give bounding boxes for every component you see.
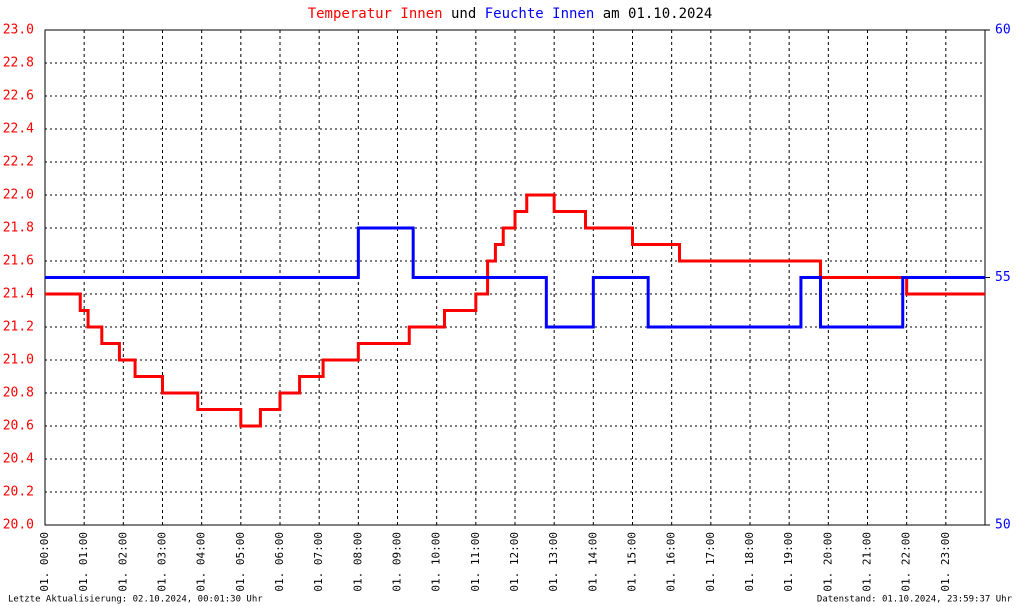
y-tick-label: 22.4	[3, 122, 34, 137]
x-tick-label: 01. 16:00	[665, 532, 678, 592]
x-tick-label: 01. 10:00	[430, 532, 443, 592]
x-tick-label: 01. 13:00	[547, 532, 560, 592]
chart-title: Temperatur Innen und Feuchte Innen am 01…	[308, 6, 713, 22]
x-tick-label: 01. 12:00	[508, 532, 521, 592]
x-tick-label: 01. 04:00	[195, 532, 208, 592]
y-tick-label: 20.4	[3, 452, 34, 467]
y-tick-label: 22.8	[3, 56, 34, 71]
y2-tick-label: 50	[995, 518, 1011, 533]
x-tick-label: 01. 14:00	[586, 532, 599, 592]
y-tick-label: 20.6	[3, 419, 34, 434]
x-tick-label: 01. 20:00	[821, 532, 834, 592]
x-tick-label: 01. 03:00	[156, 532, 169, 592]
x-tick-label: 01. 08:00	[351, 532, 364, 592]
x-tick-label: 01. 23:00	[939, 532, 952, 592]
x-tick-label: 01. 09:00	[391, 532, 404, 592]
x-tick-label: 01. 00:00	[38, 532, 51, 592]
line-series	[45, 193, 985, 428]
y-tick-label: 23.0	[3, 23, 34, 38]
x-tick-label: 01. 17:00	[704, 532, 717, 592]
legend-entry: Feuchte Innen	[485, 6, 595, 22]
x-tick-label: 01. 02:00	[116, 532, 129, 592]
y-tick-label: 21.2	[3, 320, 34, 335]
y-tick-label: 22.2	[3, 155, 34, 170]
title-connector: und	[451, 6, 476, 22]
y-tick-label: 21.6	[3, 254, 34, 269]
y-tick-label: 20.8	[3, 386, 34, 401]
footer-left: Letzte Aktualisierung: 02.10.2024, 00:01…	[8, 595, 263, 605]
x-tick-label: 01. 11:00	[469, 532, 482, 592]
x-tick-label: 01. 07:00	[312, 532, 325, 592]
title-suffix: am 01.10.2024	[603, 6, 713, 22]
footer-right: Datenstand: 01.10.2024, 23:59:37 Uhr	[817, 595, 1013, 605]
x-tick-label: 01. 22:00	[900, 532, 913, 592]
y2-tick-label: 60	[995, 23, 1011, 38]
x-tick-label: 01. 01:00	[77, 532, 90, 592]
y-tick-label: 21.4	[3, 287, 34, 302]
x-tick-label: 01. 19:00	[782, 532, 795, 592]
legend-entry: Temperatur Innen	[308, 6, 443, 22]
x-tick-label: 01. 06:00	[273, 532, 286, 592]
x-tick-label: 01. 21:00	[861, 532, 874, 592]
x-tick-label: 01. 05:00	[234, 532, 247, 592]
y-tick-label: 22.0	[3, 188, 34, 203]
x-tick-label: 01. 18:00	[743, 532, 756, 592]
y-tick-label: 20.0	[3, 518, 34, 533]
y-tick-label: 20.2	[3, 485, 34, 500]
y-tick-label: 22.6	[3, 89, 34, 104]
y-tick-label: 21.8	[3, 221, 34, 236]
line-series	[45, 226, 985, 329]
y-tick-label: 21.0	[3, 353, 34, 368]
x-tick-label: 01. 15:00	[626, 532, 639, 592]
y2-tick-label: 55	[995, 270, 1011, 285]
